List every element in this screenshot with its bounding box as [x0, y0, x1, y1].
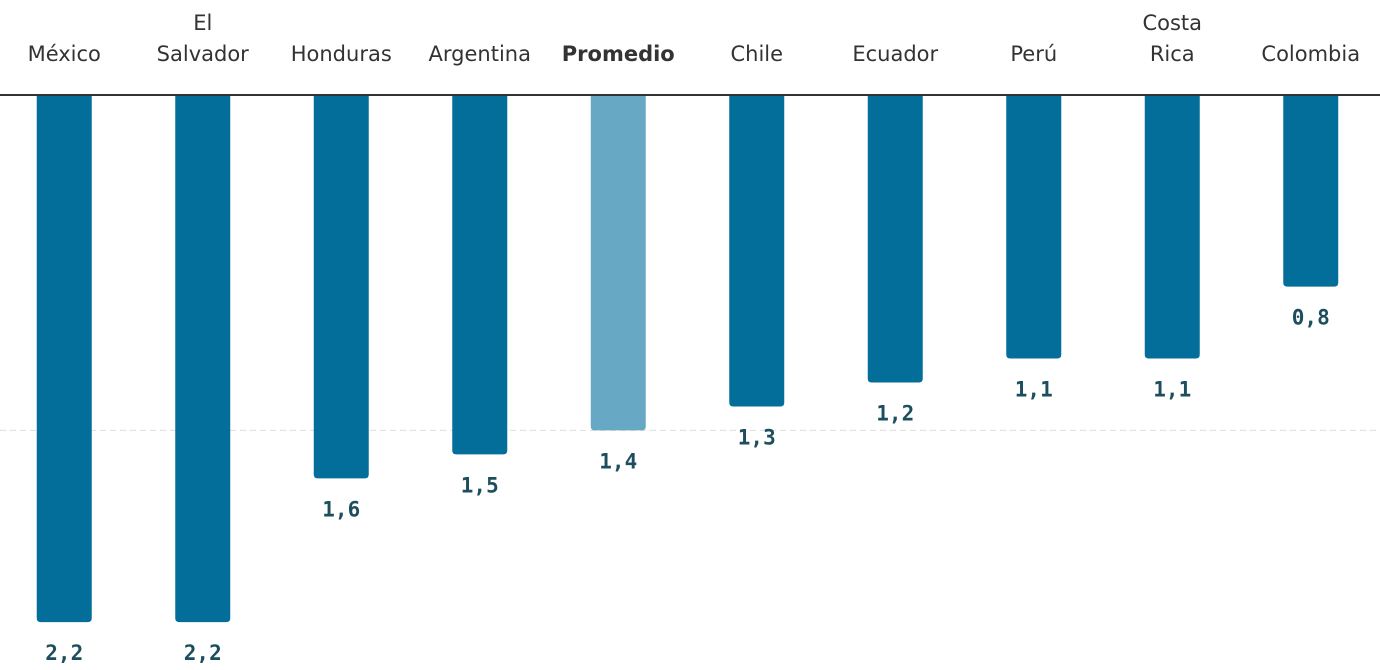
- value-label: 1,4: [599, 449, 637, 473]
- x-tick-label: Promedio: [562, 0, 675, 70]
- x-tick-label: Honduras: [290, 0, 392, 70]
- bar: [1144, 95, 1200, 359]
- category-text: Colombia: [1261, 42, 1361, 66]
- x-tick-label: Colombia: [1261, 0, 1361, 70]
- bar: [729, 95, 785, 407]
- category-text: Perú: [1010, 42, 1058, 66]
- category-text: Argentina: [428, 42, 531, 66]
- category-text: México: [27, 42, 101, 66]
- x-tick-label: Perú: [984, 0, 1084, 70]
- category-text: Ecuador: [852, 42, 939, 66]
- category-text: Chile: [730, 42, 784, 66]
- x-tick-label: Chile: [707, 0, 807, 70]
- bar: [590, 95, 646, 431]
- x-tick-label: Argentina: [428, 0, 531, 70]
- bar: [313, 95, 369, 479]
- bar: [1006, 95, 1062, 359]
- bar: [867, 95, 923, 383]
- category-text: Promedio: [561, 42, 675, 66]
- value-label: 2,2: [184, 641, 222, 665]
- bar: [452, 95, 508, 455]
- value-label: 1,3: [738, 425, 776, 449]
- category-text: Honduras: [290, 42, 392, 66]
- value-label: 0,8: [1292, 306, 1330, 330]
- bar: [175, 95, 231, 623]
- value-label: 1,1: [1015, 378, 1053, 402]
- value-label: 1,2: [876, 402, 914, 426]
- value-label: 2,2: [45, 641, 83, 665]
- value-label: 1,5: [461, 473, 499, 497]
- category-text: Costa Rica: [1142, 11, 1203, 66]
- x-tick-label: Ecuador: [845, 0, 945, 70]
- bar: [36, 95, 92, 623]
- category-text: El Salvador: [156, 11, 249, 66]
- value-label: 1,6: [322, 497, 360, 521]
- x-tick-label: Costa Rica: [1122, 0, 1222, 70]
- x-tick-label: El Salvador: [153, 0, 253, 70]
- x-tick-label: México: [14, 0, 114, 70]
- value-label: 1,1: [1153, 378, 1191, 402]
- bar: [1283, 95, 1339, 287]
